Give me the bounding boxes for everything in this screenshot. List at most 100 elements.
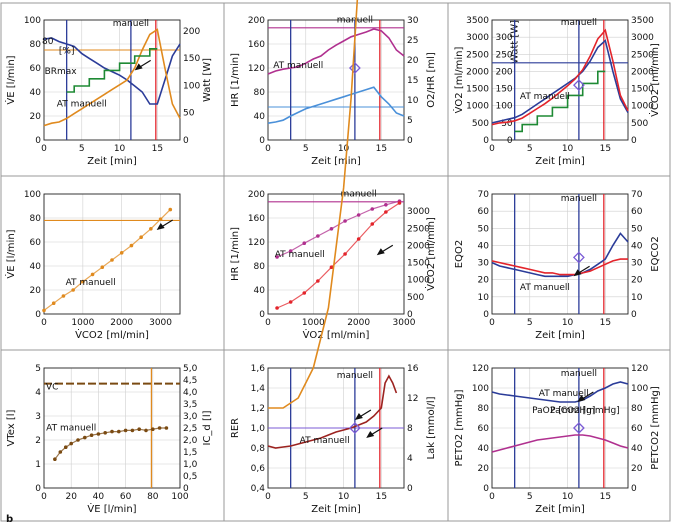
y2-axis-title: PETCO2 [mmHg]	[650, 386, 661, 470]
threshold-marker	[572, 422, 585, 434]
data-point	[90, 272, 95, 277]
x-tick-label: 5	[303, 144, 309, 154]
y-axis-title: V̇E [l/min]	[4, 55, 17, 104]
x-tick-label: 0	[489, 318, 495, 328]
x-tick-label: 0	[41, 492, 47, 502]
annotation-label: PaCO2 [mmHg]	[550, 406, 620, 416]
annotation-label: AT manuell	[46, 423, 96, 433]
y2-tick-label: 150	[183, 54, 200, 64]
y-tick-label: 200	[248, 16, 265, 26]
y-tick-label: 3500	[466, 16, 489, 26]
y-tick-label: 20	[30, 286, 42, 296]
annotation-label: manuell	[561, 369, 597, 379]
x-tick-label: 15	[600, 144, 611, 154]
annotation-label: 80	[42, 37, 54, 47]
plot-frame	[267, 19, 405, 141]
y-tick-label: 40	[478, 241, 490, 251]
data-point	[302, 291, 307, 295]
annotation-label: manuell	[337, 15, 373, 25]
data-series-1	[491, 232, 629, 278]
annotation-label: BRmax	[45, 67, 78, 77]
data-point	[58, 450, 63, 454]
chart-panel-3: 0 5 10 150500100015002000250030003500050010…	[452, 16, 661, 167]
x-axis-title: V̇CO2 [ml/min]	[75, 328, 149, 341]
y-tick-label: 2000	[466, 67, 489, 77]
annotation-label: manuell	[113, 19, 149, 29]
data-point	[81, 279, 85, 284]
data-point	[139, 235, 143, 239]
y-tick-label: 0	[259, 136, 265, 146]
x-tick-label: 10	[562, 492, 574, 502]
data-point	[110, 258, 114, 262]
y2-tick-label: 30	[631, 259, 643, 269]
x-tick-label: 3000	[149, 318, 172, 328]
y-tick-label: 4	[35, 388, 41, 398]
data-point	[397, 201, 402, 205]
y2-tick-label: 100	[183, 81, 200, 91]
x-axis-title: Zeit [min]	[535, 504, 585, 515]
y-tick-label: 100	[472, 384, 489, 394]
y2-tick-label: 1000	[407, 276, 430, 286]
x-tick-label: 0	[265, 492, 271, 502]
y2-tick-label: 8	[407, 424, 413, 434]
y-tick-label: 70	[478, 190, 490, 200]
y-tick-label: 3000	[466, 33, 489, 43]
y-tick-label: 80	[254, 262, 266, 272]
y2-tick-label: 3,0	[183, 412, 198, 422]
y2-tick-label: 20	[407, 56, 419, 66]
y2-tick-label: 0	[407, 484, 413, 494]
x-axis-title: V̇E [l/min]	[87, 502, 136, 515]
x-tick-label: 100	[171, 492, 188, 502]
data-point	[164, 426, 169, 430]
y-tick-label: 80	[478, 404, 490, 414]
y2-tick-label: 4,0	[183, 388, 198, 398]
y-tick-label: 120	[248, 238, 265, 248]
x-tick-label: 2000	[110, 318, 133, 328]
y2-tick-label: 80	[631, 404, 643, 414]
data-series-1	[43, 37, 181, 105]
annotation-label: AT manuell	[520, 92, 570, 102]
y-axis-title: V̇E [l/min]	[4, 229, 17, 278]
y2-tick-label: 500	[407, 293, 424, 303]
x-tick-label: 5	[527, 492, 533, 502]
y2-tick-label: 0	[183, 484, 189, 494]
plot-frame	[267, 193, 405, 315]
y2-tick-label: 40	[631, 241, 643, 251]
data-series-2	[267, 86, 405, 124]
data-point	[61, 294, 66, 298]
threshold-marker	[572, 251, 585, 264]
y-tick-label: 3	[35, 412, 41, 422]
y-tick-label: 40	[254, 286, 266, 296]
x-axis-title: Zeit [min]	[311, 156, 361, 167]
plot-frame	[43, 19, 181, 141]
y2-tick-label: 100	[631, 384, 648, 394]
x-tick-label: 5	[527, 144, 533, 154]
arrow-head	[366, 431, 375, 438]
y2-tick-label: 10	[407, 96, 419, 106]
annotation-label: AT manuell	[273, 61, 323, 71]
chart-panel-6: 0 5 10 15 0 10 20 30 40 50 60 70 0 10 20 30 40 50 60 70 Zeit…	[454, 190, 661, 341]
annotation-label: AT manuell	[539, 389, 589, 399]
x-tick-label: 0	[265, 144, 271, 154]
arrow-head	[354, 413, 363, 420]
x-tick-label: 40	[93, 492, 105, 502]
y3-tick-label: 300	[495, 33, 512, 43]
y2-axis-title: V̇CO2 [ml/min]	[424, 217, 437, 291]
data-series-1	[491, 381, 629, 403]
y3-tick-label: 0	[507, 136, 513, 146]
data-series-1	[267, 374, 398, 449]
y2-tick-label: 1500	[407, 259, 430, 269]
y2-tick-label: 2000	[631, 67, 654, 77]
data-point	[123, 428, 128, 433]
y-tick-label: 120	[472, 364, 489, 374]
data-series-2	[268, 0, 359, 409]
y-tick-label: 40	[478, 444, 490, 454]
y2-tick-label: 20	[631, 464, 643, 474]
y-tick-label: 5	[35, 364, 41, 374]
data-series-3	[66, 47, 158, 93]
annotation-label: AT manuell	[57, 99, 107, 109]
annotation-label: manuell	[561, 18, 597, 28]
y2-tick-label: 3000	[407, 207, 430, 217]
y-tick-label: 1000	[466, 102, 489, 112]
arrow-head	[573, 269, 582, 277]
